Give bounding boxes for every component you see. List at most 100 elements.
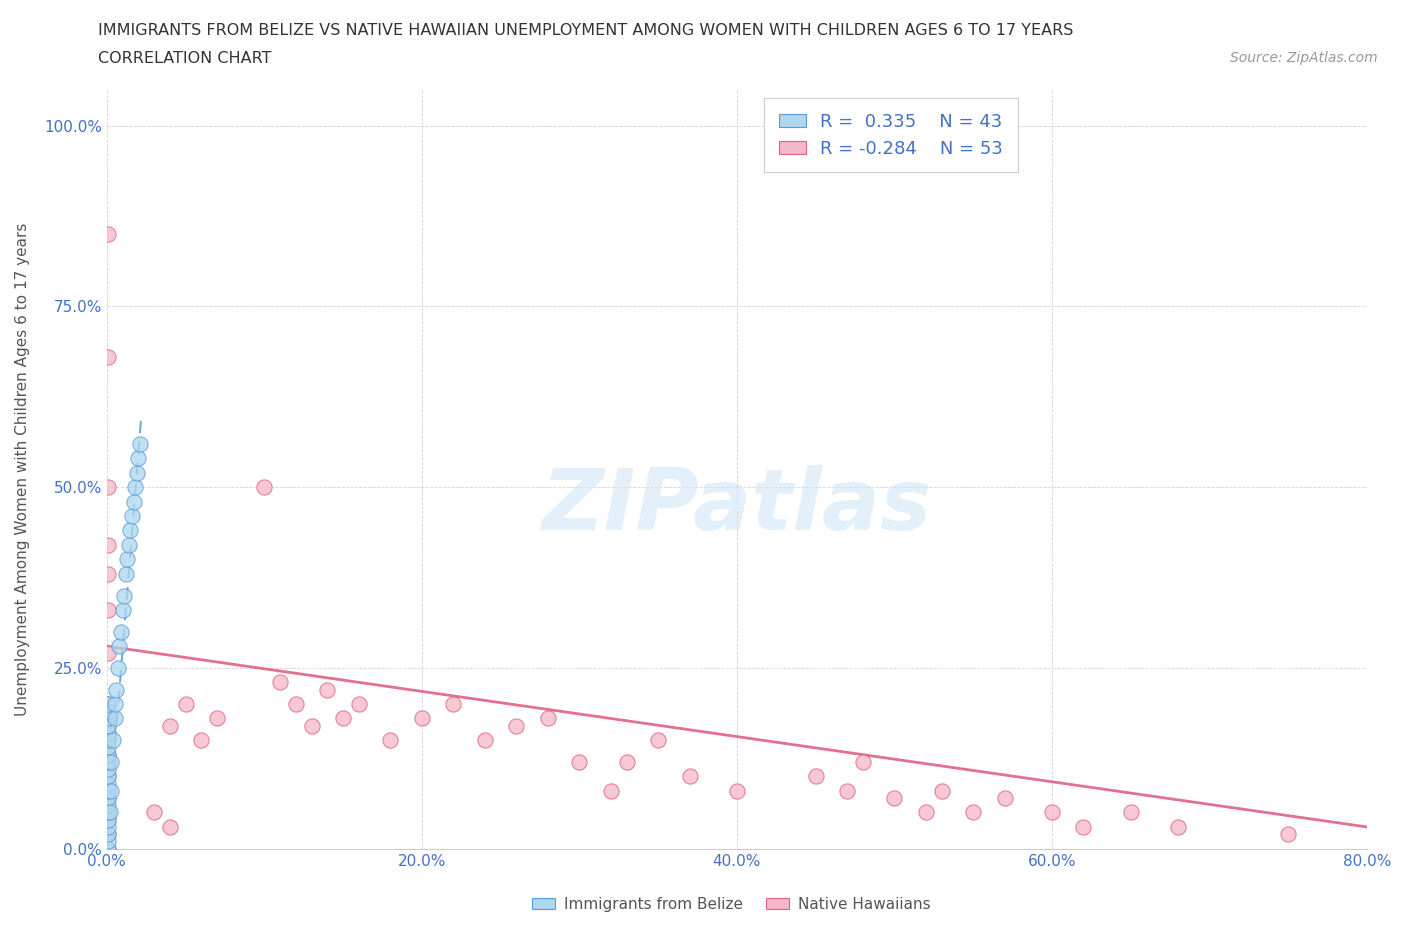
- Point: [104, 711, 127, 726]
- Point: [269, 675, 291, 690]
- Point: [852, 754, 875, 769]
- Point: [128, 436, 150, 451]
- Point: [97, 697, 120, 711]
- Point: [110, 624, 132, 639]
- Point: [159, 718, 181, 733]
- Point: [97, 733, 120, 748]
- Point: [97, 790, 120, 805]
- Point: [568, 754, 591, 769]
- Point: [97, 762, 120, 777]
- Point: [115, 552, 138, 567]
- Point: [97, 480, 120, 495]
- Point: [97, 819, 120, 834]
- Point: [205, 711, 228, 726]
- Point: [100, 783, 122, 798]
- Point: [678, 769, 700, 784]
- Point: [97, 790, 120, 805]
- Point: [599, 783, 621, 798]
- Point: [97, 718, 120, 733]
- Point: [1167, 819, 1189, 834]
- Point: [474, 733, 496, 748]
- Y-axis label: Unemployment Among Women with Children Ages 6 to 17 years: Unemployment Among Women with Children A…: [15, 222, 30, 716]
- Text: CORRELATION CHART: CORRELATION CHART: [98, 51, 271, 66]
- Point: [104, 697, 127, 711]
- Point: [97, 777, 120, 791]
- Point: [97, 646, 120, 661]
- Point: [380, 733, 402, 748]
- Point: [97, 704, 120, 719]
- Point: [111, 603, 134, 618]
- Point: [97, 842, 120, 857]
- Point: [97, 227, 120, 242]
- Text: Source: ZipAtlas.com: Source: ZipAtlas.com: [1230, 51, 1378, 65]
- Point: [125, 465, 148, 480]
- Point: [97, 842, 120, 857]
- Point: [97, 718, 120, 733]
- Point: [647, 733, 669, 748]
- Point: [301, 718, 323, 733]
- Point: [118, 538, 141, 552]
- Point: [97, 769, 120, 784]
- Point: [97, 783, 120, 798]
- Point: [1040, 805, 1063, 820]
- Point: [100, 754, 122, 769]
- Point: [97, 834, 120, 849]
- Point: [97, 566, 120, 581]
- Point: [914, 805, 936, 820]
- Point: [347, 697, 370, 711]
- Legend: R =  0.335    N = 43, R = -0.284    N = 53: R = 0.335 N = 43, R = -0.284 N = 53: [765, 99, 1018, 172]
- Point: [97, 754, 120, 769]
- Point: [97, 827, 120, 842]
- Point: [332, 711, 354, 726]
- Point: [105, 682, 128, 697]
- Point: [316, 682, 339, 697]
- Point: [1119, 805, 1142, 820]
- Point: [108, 639, 131, 654]
- Point: [97, 769, 120, 784]
- Point: [97, 697, 120, 711]
- Point: [101, 733, 124, 748]
- Point: [121, 509, 143, 524]
- Text: ZIPatlas: ZIPatlas: [541, 466, 932, 549]
- Point: [122, 494, 145, 509]
- Point: [124, 480, 146, 495]
- Point: [127, 451, 149, 466]
- Point: [725, 783, 748, 798]
- Point: [112, 588, 135, 603]
- Point: [931, 783, 953, 798]
- Point: [97, 350, 120, 365]
- Point: [993, 790, 1015, 805]
- Point: [97, 812, 120, 827]
- Point: [441, 697, 464, 711]
- Point: [835, 783, 858, 798]
- Point: [98, 805, 121, 820]
- Point: [97, 740, 120, 755]
- Point: [97, 827, 120, 842]
- Point: [97, 603, 120, 618]
- Point: [97, 538, 120, 552]
- Point: [97, 805, 120, 820]
- Point: [120, 523, 142, 538]
- Point: [97, 725, 120, 740]
- Point: [284, 697, 307, 711]
- Point: [143, 805, 166, 820]
- Legend: Immigrants from Belize, Native Hawaiians: Immigrants from Belize, Native Hawaiians: [526, 891, 936, 918]
- Point: [114, 566, 136, 581]
- Point: [253, 480, 276, 495]
- Point: [174, 697, 197, 711]
- Point: [107, 660, 129, 675]
- Point: [97, 812, 120, 827]
- Text: IMMIGRANTS FROM BELIZE VS NATIVE HAWAIIAN UNEMPLOYMENT AMONG WOMEN WITH CHILDREN: IMMIGRANTS FROM BELIZE VS NATIVE HAWAIIA…: [98, 23, 1074, 38]
- Point: [537, 711, 560, 726]
- Point: [97, 711, 120, 726]
- Point: [97, 747, 120, 762]
- Point: [1277, 827, 1299, 842]
- Point: [411, 711, 433, 726]
- Point: [97, 798, 120, 813]
- Point: [159, 819, 181, 834]
- Point: [97, 747, 120, 762]
- Point: [883, 790, 905, 805]
- Point: [505, 718, 527, 733]
- Point: [1071, 819, 1094, 834]
- Point: [804, 769, 827, 784]
